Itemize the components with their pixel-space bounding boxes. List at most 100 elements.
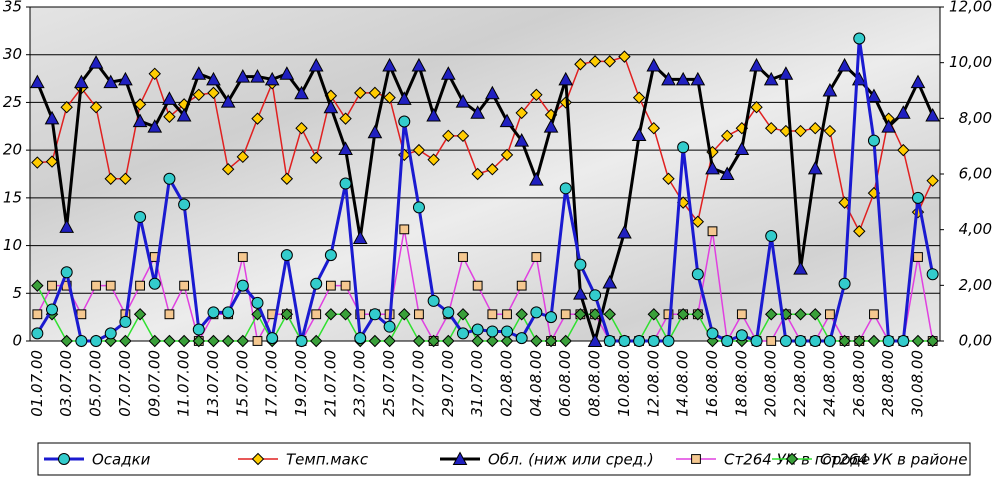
x-tick-label: 21.07.00 (321, 350, 339, 417)
marker (531, 252, 542, 262)
marker (294, 85, 309, 100)
marker (823, 335, 836, 347)
marker (911, 334, 925, 348)
marker (339, 308, 352, 321)
legend-box (37, 442, 971, 476)
marker (706, 327, 719, 340)
marker (486, 163, 499, 176)
marker (220, 94, 236, 108)
y-tick-label: 5 (12, 284, 22, 302)
marker (354, 332, 367, 345)
marker (618, 335, 631, 347)
x-tick-label: 12.08.00 (644, 350, 662, 417)
marker (631, 127, 647, 142)
marker (484, 85, 500, 100)
marker (676, 308, 690, 321)
y-tick-label: 0 (12, 332, 22, 350)
marker (823, 124, 837, 138)
x-tick-label: 20.08.00 (762, 350, 780, 417)
marker (793, 261, 808, 275)
marker (237, 252, 248, 262)
marker (663, 309, 674, 320)
marker (179, 280, 190, 291)
marker (750, 100, 763, 114)
marker (44, 110, 60, 125)
legend-marker (58, 453, 70, 465)
marker (59, 219, 75, 233)
marker (913, 252, 923, 262)
marker (779, 335, 792, 347)
marker (162, 91, 177, 105)
marker (750, 335, 763, 347)
marker (352, 230, 368, 245)
y2-tick-label: 2,00 (959, 276, 992, 294)
marker (587, 333, 603, 347)
marker (192, 88, 205, 102)
marker (661, 71, 676, 86)
marker (807, 160, 823, 175)
marker (765, 121, 778, 135)
marker (427, 153, 440, 166)
marker (31, 327, 44, 340)
x-tick-label: 22.08.00 (791, 350, 809, 417)
marker (926, 174, 939, 187)
marker (31, 279, 44, 292)
x-tick-label: 07.07.00 (116, 350, 134, 417)
marker (574, 258, 587, 271)
marker (399, 224, 410, 235)
marker (809, 308, 822, 321)
marker (207, 306, 220, 319)
marker (207, 86, 220, 100)
y-tick-label: 15 (3, 188, 22, 206)
x-tick-label: 02.08.00 (498, 350, 516, 417)
y-tick-label: 30 (3, 45, 22, 63)
marker (236, 279, 249, 292)
marker (515, 308, 528, 321)
marker (442, 334, 455, 348)
marker (31, 156, 44, 169)
marker (340, 280, 351, 291)
x-tick-label: 24.08.00 (820, 350, 838, 417)
marker (838, 334, 851, 348)
marker (487, 309, 498, 320)
marker (221, 163, 235, 176)
marker (822, 82, 838, 97)
marker (236, 150, 250, 164)
marker (251, 296, 264, 309)
marker (675, 71, 691, 86)
marker (383, 334, 396, 348)
marker (60, 334, 73, 348)
marker (516, 280, 527, 291)
marker (632, 91, 646, 104)
marker (355, 309, 366, 320)
marker (633, 335, 646, 347)
marker (280, 308, 294, 321)
marker (502, 309, 512, 320)
marker (456, 129, 470, 143)
marker (707, 226, 718, 237)
marker (471, 167, 484, 181)
marker (383, 320, 396, 333)
marker (456, 308, 470, 321)
marker (721, 335, 734, 347)
legend-label: Обл. (ниж или сред.) (488, 451, 654, 469)
marker (646, 57, 662, 72)
marker (588, 308, 602, 321)
marker (837, 57, 852, 72)
marker (119, 315, 132, 328)
marker (412, 201, 425, 214)
marker (560, 309, 571, 320)
marker (412, 334, 426, 348)
marker (559, 182, 572, 195)
marker (324, 249, 337, 262)
marker (809, 335, 822, 347)
y2-tick-label: 8,00 (959, 109, 992, 127)
marker (368, 308, 381, 321)
marker (763, 71, 779, 86)
marker (926, 334, 939, 348)
marker (472, 280, 483, 291)
marker (691, 268, 704, 281)
marker (60, 100, 73, 114)
legend-label: Осадки (92, 451, 151, 469)
x-tick-label: 16.08.00 (703, 350, 721, 417)
